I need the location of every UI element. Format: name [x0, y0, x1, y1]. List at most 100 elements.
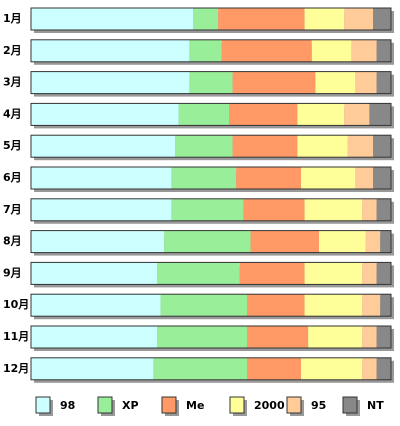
bar-segment	[355, 71, 377, 94]
bar-segment	[31, 39, 190, 62]
bar-border	[30, 134, 392, 158]
category-label: 6月	[3, 171, 22, 184]
bar-segment	[189, 39, 222, 62]
legend-swatch	[97, 396, 113, 414]
category-label: 7月	[3, 203, 22, 216]
bar-segment	[31, 262, 157, 285]
bar-border	[30, 293, 392, 317]
bar-segment	[376, 262, 391, 285]
category-label: 10月	[3, 298, 29, 311]
bar-segment	[304, 8, 345, 30]
bar-segment	[247, 294, 305, 317]
legend-label: 2000	[254, 399, 285, 412]
bar-segment	[31, 103, 179, 126]
bar-segment	[229, 103, 298, 126]
category-label: 4月	[3, 107, 22, 120]
bar-segment	[362, 294, 381, 317]
bar-segment	[373, 8, 391, 30]
legend-swatch	[342, 396, 358, 414]
bar-segment	[31, 357, 154, 380]
bar-segment	[31, 71, 190, 94]
bar-segment	[355, 167, 373, 189]
bar-segment	[189, 71, 233, 94]
legend-label: 95	[311, 399, 326, 412]
bar-segment	[297, 103, 345, 126]
legend-label: NT	[367, 399, 384, 412]
bar-border	[30, 261, 392, 285]
bar-segment	[376, 71, 391, 94]
bar-border	[30, 230, 392, 254]
bar-segment	[31, 8, 193, 30]
legend-label: 98	[60, 399, 75, 412]
bar-segment	[362, 262, 377, 285]
bar-segment	[351, 39, 377, 62]
bar-segment	[31, 294, 161, 317]
bar-segment	[319, 230, 366, 253]
bar-segment	[376, 357, 391, 380]
bar-segment	[344, 8, 373, 30]
bar-segment	[232, 71, 316, 94]
bar-border	[30, 71, 392, 95]
bar-segment	[373, 167, 391, 189]
bar-segment	[218, 8, 305, 30]
bar-segment	[153, 357, 247, 380]
bar-segment	[304, 198, 363, 221]
bar-segment	[308, 326, 363, 348]
bar-segment	[236, 167, 301, 189]
bar-border	[30, 102, 392, 126]
bar-segment	[31, 198, 172, 221]
category-label: 8月	[3, 235, 22, 248]
bar-segment	[301, 167, 355, 189]
bar-segment	[347, 135, 373, 158]
bar-segment	[178, 103, 229, 126]
bar-border	[30, 166, 392, 190]
legend-swatch	[229, 396, 245, 414]
category-label: 3月	[3, 76, 22, 89]
legend-swatch	[161, 396, 177, 414]
bar-segment	[247, 357, 301, 380]
bar-segment	[31, 230, 165, 253]
bar-segment	[232, 135, 298, 158]
bar-segment	[304, 294, 363, 317]
bar-segment	[171, 167, 237, 189]
bar-segment	[362, 326, 377, 348]
legend-label: Me	[186, 399, 204, 412]
bar-segment	[221, 39, 312, 62]
bar-segment	[315, 71, 355, 94]
category-label: 2月	[3, 44, 22, 57]
bar-border	[30, 7, 392, 31]
bar-segment	[376, 198, 391, 221]
bar-segment	[304, 262, 363, 285]
legend-swatch	[35, 396, 51, 414]
bar-segment	[31, 326, 157, 348]
category-label: 11月	[3, 330, 29, 343]
bar-segment	[247, 326, 309, 348]
bar-segment	[362, 198, 377, 221]
bar-border	[30, 198, 392, 222]
category-label: 12月	[3, 362, 29, 375]
bar-segment	[157, 262, 240, 285]
bar-segment	[250, 230, 319, 253]
bar-segment	[297, 135, 348, 158]
bar-segment	[157, 326, 247, 348]
bar-segment	[175, 135, 233, 158]
bar-segment	[171, 198, 244, 221]
legend-swatch	[286, 396, 302, 414]
legend-label: XP	[122, 399, 139, 412]
bar-segment	[243, 198, 305, 221]
bar-segment	[365, 230, 381, 253]
bar-segment	[380, 294, 391, 317]
bar-segment	[344, 103, 370, 126]
bar-segment	[311, 39, 352, 62]
bar-segment	[376, 326, 391, 348]
bar-segment	[164, 230, 251, 253]
category-label: 5月	[3, 139, 22, 152]
bar-segment	[376, 39, 391, 62]
bar-segment	[380, 230, 391, 253]
bar-segment	[31, 167, 172, 189]
category-label: 9月	[3, 266, 22, 279]
bar-border	[30, 357, 392, 381]
bar-segment	[31, 135, 175, 158]
bar-border	[30, 325, 392, 349]
